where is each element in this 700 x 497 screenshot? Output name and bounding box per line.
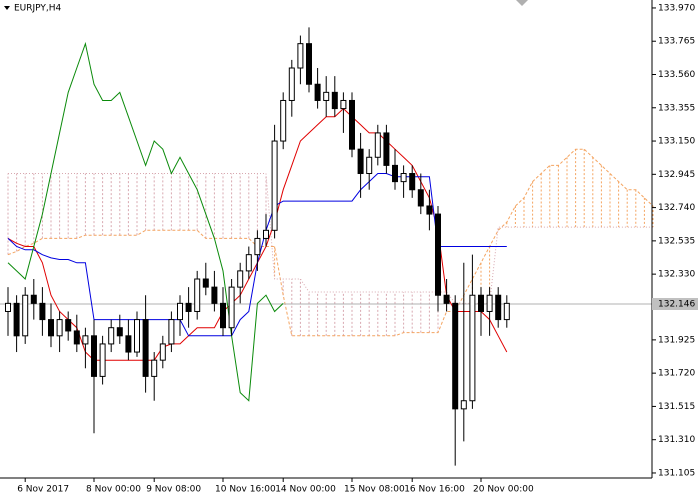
candle-body <box>349 99 355 150</box>
y-tick-label: 132.535 <box>658 236 695 246</box>
candle-body <box>48 319 54 337</box>
candle-body <box>460 400 467 410</box>
candle-body <box>91 335 97 377</box>
y-tick-label: 132.945 <box>658 170 695 180</box>
candle-body <box>177 302 183 321</box>
candle-body <box>22 294 29 337</box>
candle-body <box>82 335 89 345</box>
candle-body <box>245 254 252 272</box>
candle-body <box>185 302 192 312</box>
candle-body <box>288 67 295 101</box>
x-tick-label: 16 Nov 16:00 <box>404 485 465 495</box>
y-tick-label: 131.515 <box>658 402 695 412</box>
candle-body <box>452 302 459 410</box>
candle-body <box>125 335 132 353</box>
senkou-span-b <box>8 173 653 304</box>
candle-body <box>211 286 218 304</box>
candle-body <box>108 327 115 345</box>
y-tick-label: 133.560 <box>658 70 695 80</box>
candle-body <box>435 213 441 296</box>
x-tick-label: 20 Nov 00:00 <box>473 485 534 495</box>
senkou-span-a <box>7 148 654 337</box>
candle-body <box>383 132 390 166</box>
x-tick-label: 6 Nov 2017 <box>17 485 69 495</box>
candle-body <box>503 302 510 321</box>
y-tick-label: 133.765 <box>658 37 695 47</box>
candle-body <box>30 294 37 304</box>
candle-body <box>323 91 330 101</box>
candle-body <box>297 43 304 69</box>
y-tick-label: 133.970 <box>658 3 695 13</box>
candle-body <box>56 319 63 337</box>
y-tick-label: 131.925 <box>658 335 695 345</box>
candle-body <box>392 164 398 183</box>
x-tick-label: 14 Nov 00:00 <box>275 485 336 495</box>
candle-body <box>202 278 209 288</box>
candle-body <box>417 189 424 207</box>
y-tick-label: 131.105 <box>658 468 695 478</box>
candle-body <box>443 294 450 304</box>
x-tick-label: 8 Nov 00:00 <box>86 485 141 495</box>
candle-body <box>306 43 312 85</box>
y-tick-label: 132.740 <box>658 203 695 213</box>
candle-body <box>142 319 149 377</box>
candle-body <box>314 83 321 101</box>
candle-body <box>134 319 140 353</box>
y-tick-label: 132.330 <box>658 270 695 280</box>
candle-body <box>409 173 416 191</box>
candle-body <box>220 302 226 329</box>
candle-body <box>73 330 80 345</box>
candle-body <box>400 173 407 183</box>
candle-body <box>99 343 106 377</box>
candle-body <box>151 359 158 377</box>
candle-body <box>366 156 373 175</box>
x-tick-label: 15 Nov 08:00 <box>344 485 405 495</box>
candle-body <box>237 270 244 288</box>
candle-body <box>426 205 433 215</box>
y-tick-label: 131.310 <box>658 435 695 445</box>
indicator-line <box>7 41 284 402</box>
candle-body <box>116 327 123 337</box>
candle-body <box>271 140 278 231</box>
shift-marker[interactable] <box>516 0 528 6</box>
candle-body <box>159 343 166 361</box>
y-tick-label: 133.150 <box>658 137 695 147</box>
y-tick-label: 131.720 <box>658 369 695 379</box>
candle-body <box>280 99 287 142</box>
chart-title: EURJPY,H4 <box>14 4 62 14</box>
candle-body <box>495 294 502 321</box>
candle-body <box>469 294 476 402</box>
candle-body <box>340 99 347 110</box>
current-price-label: 132.146 <box>658 300 695 310</box>
plot <box>0 27 654 466</box>
candle-body <box>65 319 72 332</box>
candle-body <box>263 229 269 239</box>
candle-body <box>194 278 201 312</box>
menu-arrow[interactable] <box>4 6 10 10</box>
candle-body <box>331 91 338 110</box>
candle-body <box>254 237 261 256</box>
y-tick-label: 133.355 <box>658 103 695 113</box>
candle-body <box>5 302 11 312</box>
candle-body <box>39 302 46 321</box>
candle-body <box>168 319 175 345</box>
x-tick-label: 9 Nov 08:00 <box>146 485 201 495</box>
candle-body <box>228 286 235 329</box>
candle-body <box>478 294 484 312</box>
candle-body <box>357 148 364 175</box>
current-price-box <box>652 298 698 311</box>
candle-body <box>13 302 20 337</box>
candle-body <box>486 294 493 312</box>
candle-body <box>374 132 381 158</box>
x-tick-label: 10 Nov 16:00 <box>215 485 276 495</box>
